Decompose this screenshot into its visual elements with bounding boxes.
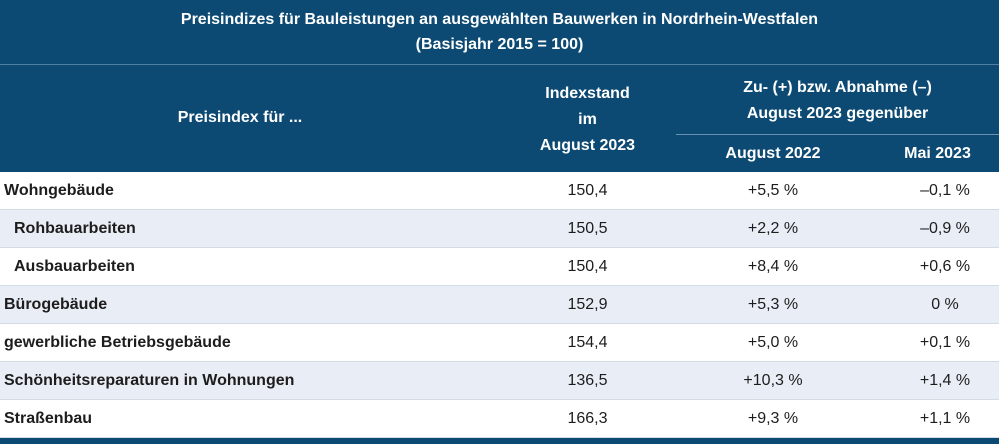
table-row: Schönheitsreparaturen in Wohnungen 136,5… bbox=[0, 362, 999, 400]
header-index-line-1: Indexstand bbox=[545, 85, 630, 102]
row-label: Rohbauarbeiten bbox=[14, 220, 136, 237]
table-title-line-2: (Basisjahr 2015 = 100) bbox=[415, 36, 584, 53]
row-label: Wohngebäude bbox=[4, 182, 114, 199]
table-row: Bürogebäude 152,9 +5,3 % 0 % bbox=[0, 286, 999, 324]
row-change-vs-august-2022: +5,3 % bbox=[747, 296, 799, 313]
row-label: Straßenbau bbox=[4, 410, 93, 427]
table-title: Preisindizes für Bauleistungen an ausgew… bbox=[0, 0, 999, 64]
row-label: Ausbauarbeiten bbox=[14, 258, 135, 275]
row-label: Bürogebäude bbox=[4, 296, 108, 313]
header-label-column: Preisindex für ... bbox=[177, 109, 303, 126]
header-index-column: Indexstand im August 2023 bbox=[500, 81, 675, 159]
header-mai-2023-column: Mai 2023 bbox=[904, 145, 971, 162]
row-change-vs-august-2022: +10,3 % bbox=[743, 372, 803, 389]
row-change-vs-mai-2023: 0 % bbox=[931, 296, 959, 313]
row-label: gewerbliche Betriebsgebäude bbox=[4, 334, 231, 351]
row-change-vs-august-2022: +5,0 % bbox=[747, 334, 799, 351]
row-change-vs-august-2022: +5,5 % bbox=[747, 182, 799, 199]
table-bottom-bar bbox=[0, 438, 999, 444]
header-index-line-3: August 2023 bbox=[539, 137, 636, 154]
row-label: Schönheitsreparaturen in Wohnungen bbox=[4, 372, 295, 389]
header-change-line-1: Zu- (+) bzw. Abnahme (–) bbox=[743, 79, 932, 96]
table-row: Straßenbau 166,3 +9,3 % +1,1 % bbox=[0, 400, 999, 438]
row-index-value: 166,3 bbox=[567, 410, 608, 427]
header-divider bbox=[676, 134, 999, 135]
row-change-vs-august-2022: +2,2 % bbox=[747, 220, 799, 237]
row-index-value: 152,9 bbox=[567, 296, 608, 313]
row-index-value: 150,4 bbox=[567, 258, 608, 275]
header-change-group: Zu- (+) bzw. Abnahme (–) August 2023 geg… bbox=[676, 75, 999, 127]
row-change-vs-august-2022: +9,3 % bbox=[747, 410, 799, 427]
row-change-vs-mai-2023: +0,6 % bbox=[919, 258, 971, 275]
row-change-vs-august-2022: +8,4 % bbox=[747, 258, 799, 275]
row-change-vs-mai-2023: +1,4 % bbox=[919, 372, 971, 389]
table-row: gewerbliche Betriebsgebäude 154,4 +5,0 %… bbox=[0, 324, 999, 362]
table-row: Rohbauarbeiten 150,5 +2,2 % –0,9 % bbox=[0, 210, 999, 248]
row-change-vs-mai-2023: +0,1 % bbox=[919, 334, 971, 351]
row-index-value: 136,5 bbox=[567, 372, 608, 389]
table-body: Wohngebäude 150,4 +5,5 % –0,1 % Rohbauar… bbox=[0, 172, 999, 438]
row-index-value: 150,5 bbox=[567, 220, 608, 237]
table-row: Ausbauarbeiten 150,4 +8,4 % +0,6 % bbox=[0, 248, 999, 286]
table-header: Preisindex für ... Indexstand im August … bbox=[0, 64, 999, 172]
row-index-value: 150,4 bbox=[567, 182, 608, 199]
row-change-vs-mai-2023: –0,9 % bbox=[920, 220, 970, 237]
row-change-vs-mai-2023: +1,1 % bbox=[919, 410, 971, 427]
header-august-2022-column: August 2022 bbox=[725, 145, 821, 162]
header-index-line-2: im bbox=[578, 111, 597, 128]
table-row: Wohngebäude 150,4 +5,5 % –0,1 % bbox=[0, 172, 999, 210]
header-change-line-2: August 2023 gegenüber bbox=[746, 105, 929, 122]
row-change-vs-mai-2023: –0,1 % bbox=[920, 182, 970, 199]
table-title-line-1: Preisindizes für Bauleistungen an ausgew… bbox=[180, 11, 819, 28]
row-index-value: 154,4 bbox=[567, 334, 608, 351]
